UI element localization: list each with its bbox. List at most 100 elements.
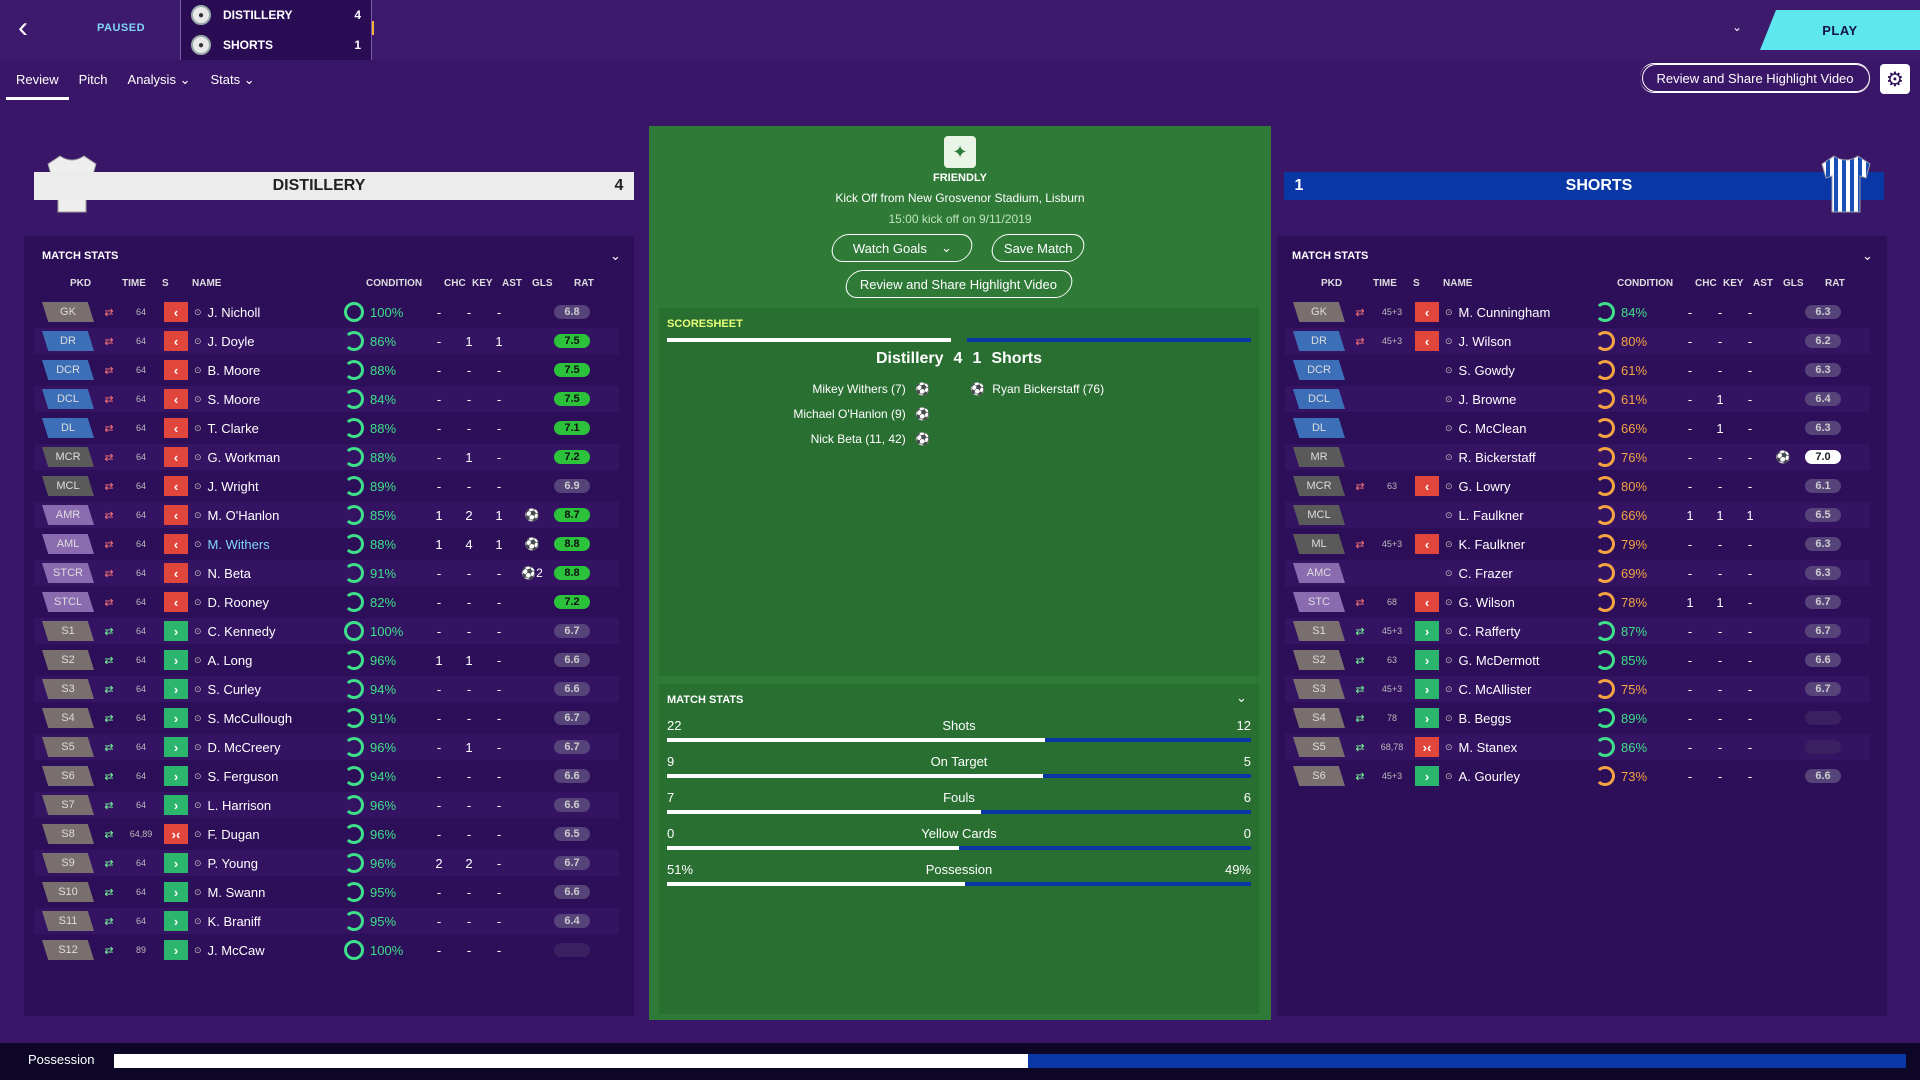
tab-review[interactable]: Review bbox=[6, 60, 69, 100]
substitute-button[interactable]: › bbox=[1415, 621, 1439, 641]
table-row[interactable]: S6 ⇄ 45+3 › ⊙ A. Gourley 73% - - - 6.6 bbox=[1285, 763, 1870, 789]
table-row[interactable]: MCR ⇄ 64 ‹ ⊙ G. Workman 88% - 1 - 7.2 bbox=[34, 444, 619, 470]
home-col-time[interactable]: TIME bbox=[122, 278, 146, 289]
player-name[interactable]: ⊙ J. Doyle bbox=[194, 334, 344, 349]
substitute-button[interactable]: ‹ bbox=[1415, 331, 1439, 351]
player-name[interactable]: ⊙ C. Rafferty bbox=[1445, 624, 1595, 639]
substitute-button[interactable]: › bbox=[1415, 650, 1439, 670]
player-name[interactable]: ⊙ J. Nicholl bbox=[194, 305, 344, 320]
table-row[interactable]: MCR ⇄ 63 ‹ ⊙ G. Lowry 80% - - - 6.1 bbox=[1285, 473, 1870, 499]
substitute-button[interactable]: ‹ bbox=[164, 331, 188, 351]
player-name[interactable]: ⊙ A. Long bbox=[194, 653, 344, 668]
substitute-button[interactable]: ›‹ bbox=[1415, 737, 1439, 757]
substitute-button[interactable]: › bbox=[1415, 766, 1439, 786]
player-name[interactable]: ⊙ B. Moore bbox=[194, 363, 344, 378]
table-row[interactable]: DCR ⊙ S. Gowdy 61% - - - 6.3 bbox=[1285, 357, 1870, 383]
table-row[interactable]: S8 ⇄ 64,89 ›‹ ⊙ F. Dugan 96% - - - 6.5 bbox=[34, 821, 619, 847]
player-name[interactable]: ⊙ M. Swann bbox=[194, 885, 344, 900]
chevron-down-icon[interactable]: ⌄ bbox=[1236, 690, 1247, 705]
player-name[interactable]: ⊙ M. Withers bbox=[194, 537, 344, 552]
table-row[interactable]: GK ⇄ 64 ‹ ⊙ J. Nicholl 100% - - - 6.8 bbox=[34, 299, 619, 325]
table-row[interactable]: ML ⇄ 45+3 ‹ ⊙ K. Faulkner 79% - - - 6.3 bbox=[1285, 531, 1870, 557]
table-row[interactable]: DR ⇄ 45+3 ‹ ⊙ J. Wilson 80% - - - 6.2 bbox=[1285, 328, 1870, 354]
table-row[interactable]: AMR ⇄ 64 ‹ ⊙ M. O'Hanlon 85% 1 2 1 ⚽ 8.7 bbox=[34, 502, 619, 528]
table-row[interactable]: S2 ⇄ 63 › ⊙ G. McDermott 85% - - - 6.6 bbox=[1285, 647, 1870, 673]
chevron-down-icon[interactable]: ⌄ bbox=[610, 248, 621, 263]
table-row[interactable]: AML ⇄ 64 ‹ ⊙ M. Withers 88% 1 4 1 ⚽ 8.8 bbox=[34, 531, 619, 557]
table-row[interactable]: DCR ⇄ 64 ‹ ⊙ B. Moore 88% - - - 7.5 bbox=[34, 357, 619, 383]
chevron-down-icon[interactable]: ⌄ bbox=[1732, 20, 1743, 34]
table-row[interactable]: S5 ⇄ 64 › ⊙ D. McCreery 96% - 1 - 6.7 bbox=[34, 734, 619, 760]
player-name[interactable]: ⊙ F. Dugan bbox=[194, 827, 344, 842]
table-row[interactable]: S10 ⇄ 64 › ⊙ M. Swann 95% - - - 6.6 bbox=[34, 879, 619, 905]
substitute-button[interactable]: ‹ bbox=[1415, 592, 1439, 612]
table-row[interactable]: S12 ⇄ 89 › ⊙ J. McCaw 100% - - - bbox=[34, 937, 619, 963]
tab-analysis[interactable]: Analysis ⌄ bbox=[118, 60, 201, 100]
substitute-button[interactable]: ‹ bbox=[1415, 534, 1439, 554]
away-col-key[interactable]: KEY bbox=[1723, 278, 1744, 289]
substitute-button[interactable]: › bbox=[164, 911, 188, 931]
table-row[interactable]: MCL ⊙ L. Faulkner 66% 1 1 1 6.5 bbox=[1285, 502, 1870, 528]
substitute-button[interactable]: › bbox=[164, 708, 188, 728]
table-row[interactable]: STCL ⇄ 64 ‹ ⊙ D. Rooney 82% - - - 7.2 bbox=[34, 589, 619, 615]
substitute-button[interactable]: › bbox=[164, 940, 188, 960]
home-col-name[interactable]: NAME bbox=[192, 278, 222, 289]
center-highlight-button[interactable]: Review and Share Highlight Video bbox=[843, 270, 1075, 298]
player-name[interactable]: ⊙ J. Wilson bbox=[1445, 334, 1595, 349]
table-row[interactable]: S1 ⇄ 45+3 › ⊙ C. Rafferty 87% - - - 6.7 bbox=[1285, 618, 1870, 644]
substitute-button[interactable]: ‹ bbox=[164, 447, 188, 467]
away-col-s[interactable]: S bbox=[1413, 278, 1420, 289]
player-name[interactable]: ⊙ J. Browne bbox=[1445, 392, 1595, 407]
save-match-button[interactable]: Save Match bbox=[989, 234, 1087, 262]
away-col-time[interactable]: TIME bbox=[1373, 278, 1397, 289]
substitute-button[interactable]: › bbox=[164, 766, 188, 786]
home-col-ast[interactable]: AST bbox=[502, 278, 522, 289]
table-row[interactable]: DCL ⊙ J. Browne 61% - 1 - 6.4 bbox=[1285, 386, 1870, 412]
table-row[interactable]: S9 ⇄ 64 › ⊙ P. Young 96% 2 2 - 6.7 bbox=[34, 850, 619, 876]
player-name[interactable]: ⊙ M. Cunningham bbox=[1445, 305, 1595, 320]
substitute-button[interactable]: › bbox=[1415, 679, 1439, 699]
substitute-button[interactable]: ‹ bbox=[1415, 302, 1439, 322]
home-col-gls[interactable]: GLS bbox=[532, 278, 553, 289]
substitute-button[interactable]: ‹ bbox=[164, 563, 188, 583]
substitute-button[interactable]: › bbox=[164, 853, 188, 873]
substitute-button[interactable]: ‹ bbox=[164, 505, 188, 525]
substitute-button[interactable]: › bbox=[164, 621, 188, 641]
player-name[interactable]: ⊙ S. Curley bbox=[194, 682, 344, 697]
home-col-condition[interactable]: CONDITION bbox=[366, 278, 423, 289]
home-col-rat[interactable]: RAT bbox=[574, 278, 594, 289]
substitute-button[interactable]: › bbox=[164, 650, 188, 670]
away-col-pkd[interactable]: PKD bbox=[1321, 278, 1343, 289]
table-row[interactable]: S5 ⇄ 68,78 ›‹ ⊙ M. Stanex 86% - - - bbox=[1285, 734, 1870, 760]
substitute-button[interactable]: ‹ bbox=[164, 476, 188, 496]
player-name[interactable]: ⊙ K. Faulkner bbox=[1445, 537, 1595, 552]
table-row[interactable]: MCL ⇄ 64 ‹ ⊙ J. Wright 89% - - - 6.9 bbox=[34, 473, 619, 499]
player-name[interactable]: ⊙ L. Faulkner bbox=[1445, 508, 1595, 523]
player-name[interactable]: ⊙ C. Frazer bbox=[1445, 566, 1595, 581]
away-col-condition[interactable]: CONDITION bbox=[1617, 278, 1674, 289]
tab-stats[interactable]: Stats ⌄ bbox=[200, 60, 264, 100]
player-name[interactable]: ⊙ M. Stanex bbox=[1445, 740, 1595, 755]
substitute-button[interactable]: › bbox=[164, 737, 188, 757]
substitute-button[interactable]: › bbox=[164, 882, 188, 902]
away-col-name[interactable]: NAME bbox=[1443, 278, 1473, 289]
away-col-gls[interactable]: GLS bbox=[1783, 278, 1804, 289]
player-name[interactable]: ⊙ G. McDermott bbox=[1445, 653, 1595, 668]
away-col-ast[interactable]: AST bbox=[1753, 278, 1773, 289]
chevron-down-icon[interactable]: ⌄ bbox=[1862, 248, 1873, 263]
substitute-button[interactable]: › bbox=[164, 795, 188, 815]
home-col-s[interactable]: S bbox=[162, 278, 169, 289]
table-row[interactable]: DCL ⇄ 64 ‹ ⊙ S. Moore 84% - - - 7.5 bbox=[34, 386, 619, 412]
highlight-video-button[interactable]: Review and Share Highlight Video bbox=[1640, 63, 1870, 93]
table-row[interactable]: S11 ⇄ 64 › ⊙ K. Braniff 95% - - - 6.4 bbox=[34, 908, 619, 934]
table-row[interactable]: S6 ⇄ 64 › ⊙ S. Ferguson 94% - - - 6.6 bbox=[34, 763, 619, 789]
player-name[interactable]: ⊙ K. Braniff bbox=[194, 914, 344, 929]
player-name[interactable]: ⊙ R. Bickerstaff bbox=[1445, 450, 1595, 465]
table-row[interactable]: S3 ⇄ 45+3 › ⊙ C. McAllister 75% - - - 6.7 bbox=[1285, 676, 1870, 702]
table-row[interactable]: STC ⇄ 68 ‹ ⊙ G. Wilson 78% 1 1 - 6.7 bbox=[1285, 589, 1870, 615]
away-col-chc[interactable]: CHC bbox=[1695, 278, 1717, 289]
player-name[interactable]: ⊙ M. O'Hanlon bbox=[194, 508, 344, 523]
player-name[interactable]: ⊙ A. Gourley bbox=[1445, 769, 1595, 784]
watch-goals-button[interactable]: Watch Goals ⌄ bbox=[829, 234, 975, 262]
player-name[interactable]: ⊙ C. McAllister bbox=[1445, 682, 1595, 697]
